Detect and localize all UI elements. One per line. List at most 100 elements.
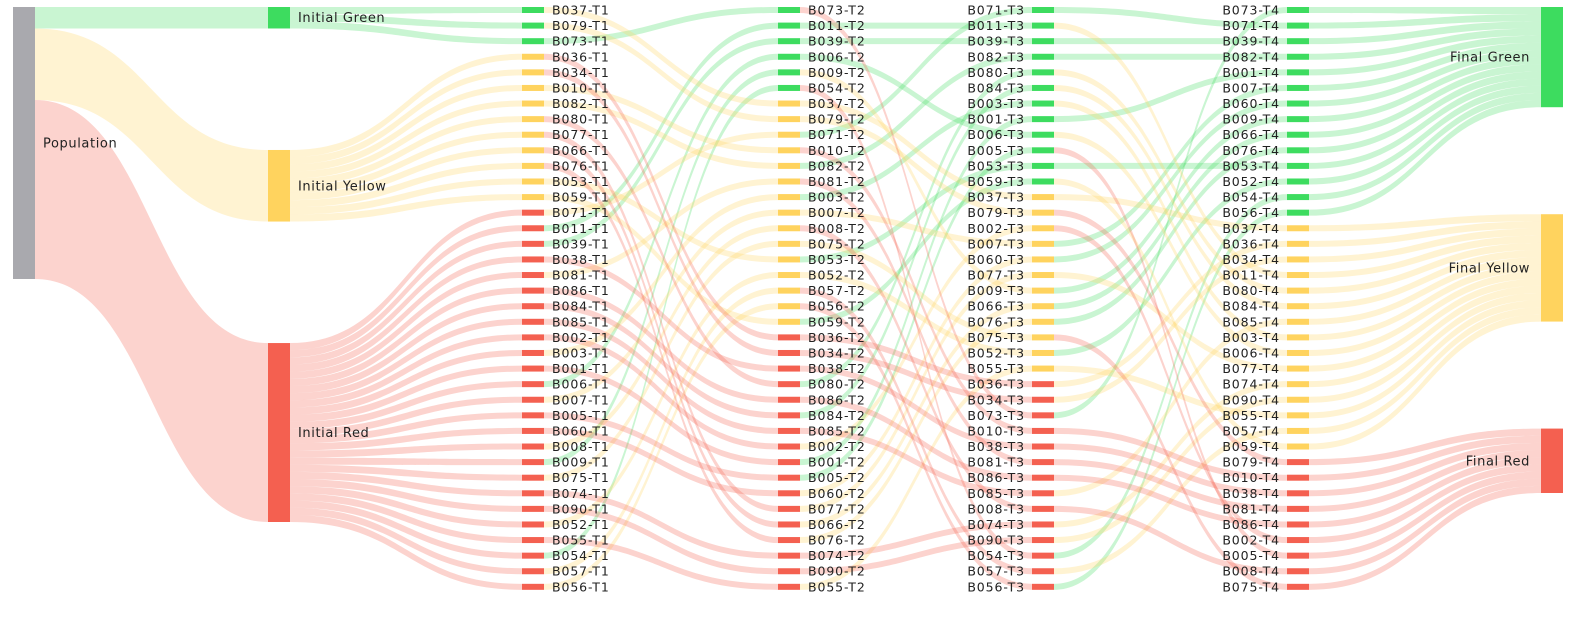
- flow-link: [35, 100, 268, 522]
- node-bar: [1541, 428, 1563, 493]
- flow-link: [290, 100, 522, 179]
- node-label: B008-T3: [967, 501, 1025, 516]
- node-bar: [1287, 365, 1309, 372]
- node-label: B085-T4: [1222, 314, 1280, 329]
- flow-link: [290, 443, 522, 458]
- node-label: B076-T4: [1222, 143, 1280, 158]
- node-bar: [1032, 287, 1054, 294]
- flow-link: [290, 14, 522, 29]
- node-label: B056-T2: [808, 299, 866, 314]
- flow-link: [290, 21, 522, 45]
- node-bar: [1032, 443, 1054, 450]
- flow-link: [800, 178, 1032, 466]
- flow-link: [1054, 178, 1287, 450]
- node-label: B010-T2: [808, 143, 866, 158]
- flow-link: [544, 147, 778, 528]
- node-bar: [1032, 318, 1054, 325]
- flow-link: [800, 256, 1032, 497]
- flow-link: [290, 464, 522, 481]
- flow-link: [800, 349, 1032, 403]
- node-bar: [1287, 459, 1309, 466]
- flow-link: [1054, 131, 1287, 356]
- node-label: B059-T1: [552, 190, 610, 205]
- node-label: B081-T1: [552, 268, 610, 283]
- node-bar: [1032, 537, 1054, 544]
- node-bar: [522, 116, 544, 123]
- flow-link: [544, 287, 778, 575]
- node-bar: [1287, 505, 1309, 512]
- flow-link: [544, 69, 778, 356]
- flow-link: [1309, 7, 1541, 15]
- node-bar: [1032, 38, 1054, 45]
- node-label: B057-T4: [1222, 423, 1280, 438]
- node-label: B052-T4: [1222, 174, 1280, 189]
- flow-link: [1054, 84, 1287, 247]
- node-bar: [1287, 568, 1309, 575]
- flow-link: [1054, 7, 1287, 419]
- flow-link: [1054, 69, 1287, 294]
- node-bar: [522, 38, 544, 45]
- node-label: B056-T4: [1222, 205, 1280, 220]
- node-label: B077-T2: [808, 501, 866, 516]
- flow-link: [1054, 69, 1287, 123]
- flow-link: [1054, 209, 1287, 590]
- flow-link: [544, 116, 778, 388]
- flow-link: [1309, 250, 1541, 310]
- node-label: B071-T1: [552, 205, 610, 220]
- node-bar: [778, 349, 800, 356]
- flow-link: [1309, 257, 1541, 325]
- node-label: B038-T1: [552, 252, 610, 267]
- node-bar: [1287, 490, 1309, 497]
- node-bar: [1287, 583, 1309, 590]
- node-label: B009-T3: [967, 283, 1025, 298]
- node-bar: [778, 505, 800, 512]
- node-label: B003-T1: [552, 345, 610, 360]
- node-label: B037-T2: [808, 96, 866, 111]
- flow-link: [1309, 14, 1541, 29]
- node-label: B081-T4: [1222, 501, 1280, 516]
- node-label: B001-T3: [967, 112, 1025, 127]
- flow-link: [1309, 85, 1541, 185]
- node-bar: [1032, 22, 1054, 29]
- node-bar: [1287, 100, 1309, 107]
- node-bar: [1287, 131, 1309, 138]
- node-label: B009-T1: [552, 455, 610, 470]
- node-bar: [778, 53, 800, 60]
- flow-link: [1309, 264, 1541, 341]
- flow-link: [800, 100, 1032, 201]
- node-bar: [1032, 84, 1054, 91]
- flow-link: [1054, 147, 1287, 325]
- flow-link: [544, 7, 778, 45]
- node-bar: [778, 131, 800, 138]
- flow-link: [544, 131, 778, 216]
- node-label: B038-T3: [967, 439, 1025, 454]
- flow-link: [544, 303, 778, 590]
- flow-link: [1054, 209, 1287, 466]
- node-label: B057-T2: [808, 283, 866, 298]
- node-bar: [778, 162, 800, 169]
- node-label: B085-T1: [552, 314, 610, 329]
- node-bar: [778, 209, 800, 216]
- node-bar: [778, 7, 800, 13]
- node-label: B003-T3: [967, 96, 1025, 111]
- flow-link: [544, 490, 778, 559]
- node-label: B079-T4: [1222, 455, 1280, 470]
- node-label: B039-T2: [808, 34, 866, 49]
- node-label: B080-T3: [967, 65, 1025, 80]
- flow-link: [1054, 100, 1287, 263]
- node-label: B060-T4: [1222, 96, 1280, 111]
- node-label: B002-T4: [1222, 533, 1280, 548]
- node-label: B081-T2: [808, 174, 866, 189]
- node-bar: [522, 178, 544, 185]
- flow-link: [544, 69, 778, 466]
- node-bar: [1287, 396, 1309, 403]
- flow-link: [1054, 84, 1287, 310]
- node-label: B034-T3: [967, 392, 1025, 407]
- node-bar: [522, 225, 544, 232]
- node-bar: [778, 22, 800, 29]
- flow-link: [1054, 365, 1287, 419]
- node-bar: [778, 240, 800, 247]
- node-bar: [1287, 521, 1309, 528]
- node-bar: [1287, 53, 1309, 60]
- node-label: B073-T1: [552, 34, 610, 49]
